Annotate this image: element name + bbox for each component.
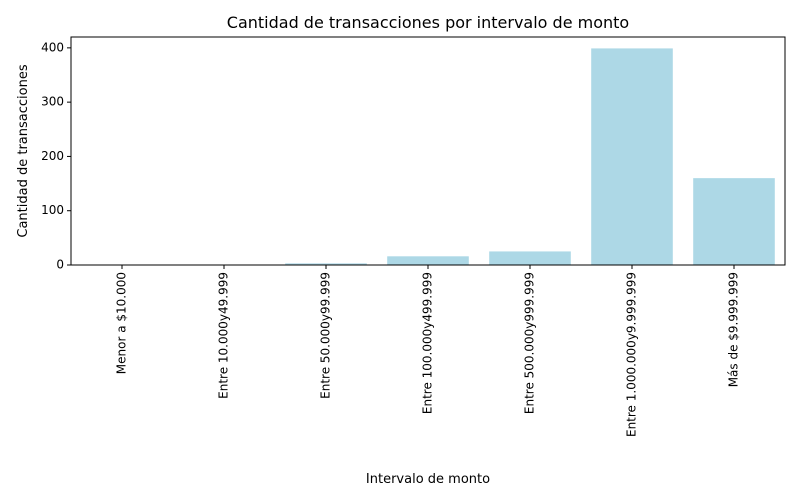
- y-axis-label: Cantidad de transacciones: [16, 64, 31, 237]
- x-tick-label-6: Más de $9.999.999: [727, 272, 741, 387]
- x-tick-label-4: Entre 500.000y999.999: [523, 272, 537, 414]
- x-tick-label-0: Menor a $10.000: [115, 272, 129, 374]
- y-tick-label-1: 100: [41, 203, 64, 217]
- bar-3: [387, 256, 469, 265]
- x-axis-label: Intervalo de monto: [366, 472, 490, 487]
- x-tick-label-3: Entre 100.000y499.999: [421, 272, 435, 414]
- y-tick-label-0: 0: [56, 258, 64, 272]
- bar-4: [489, 251, 571, 265]
- bar-2: [285, 263, 367, 265]
- x-tick-label-5: Entre 1.000.000y9.999.999: [625, 272, 639, 437]
- x-axis: Menor a $10.000 Entre 10.000y49.999 Entre …: [115, 265, 741, 437]
- plot-frame: [70, 36, 786, 266]
- bar-5: [591, 48, 673, 266]
- x-tick-label-2: Entre 50.000y99.999: [319, 272, 333, 399]
- y-tick-label-3: 300: [41, 95, 64, 109]
- y-axis: 0 100 200 300 400: [41, 40, 71, 272]
- chart-title: Cantidad de transacciones por intervalo …: [227, 13, 629, 32]
- bars-layer: [285, 48, 775, 266]
- bar-6: [693, 178, 775, 265]
- x-tick-label-1: Entre 10.000y49.999: [217, 272, 231, 399]
- y-tick-label-2: 200: [41, 149, 64, 163]
- y-tick-label-4: 400: [41, 40, 64, 54]
